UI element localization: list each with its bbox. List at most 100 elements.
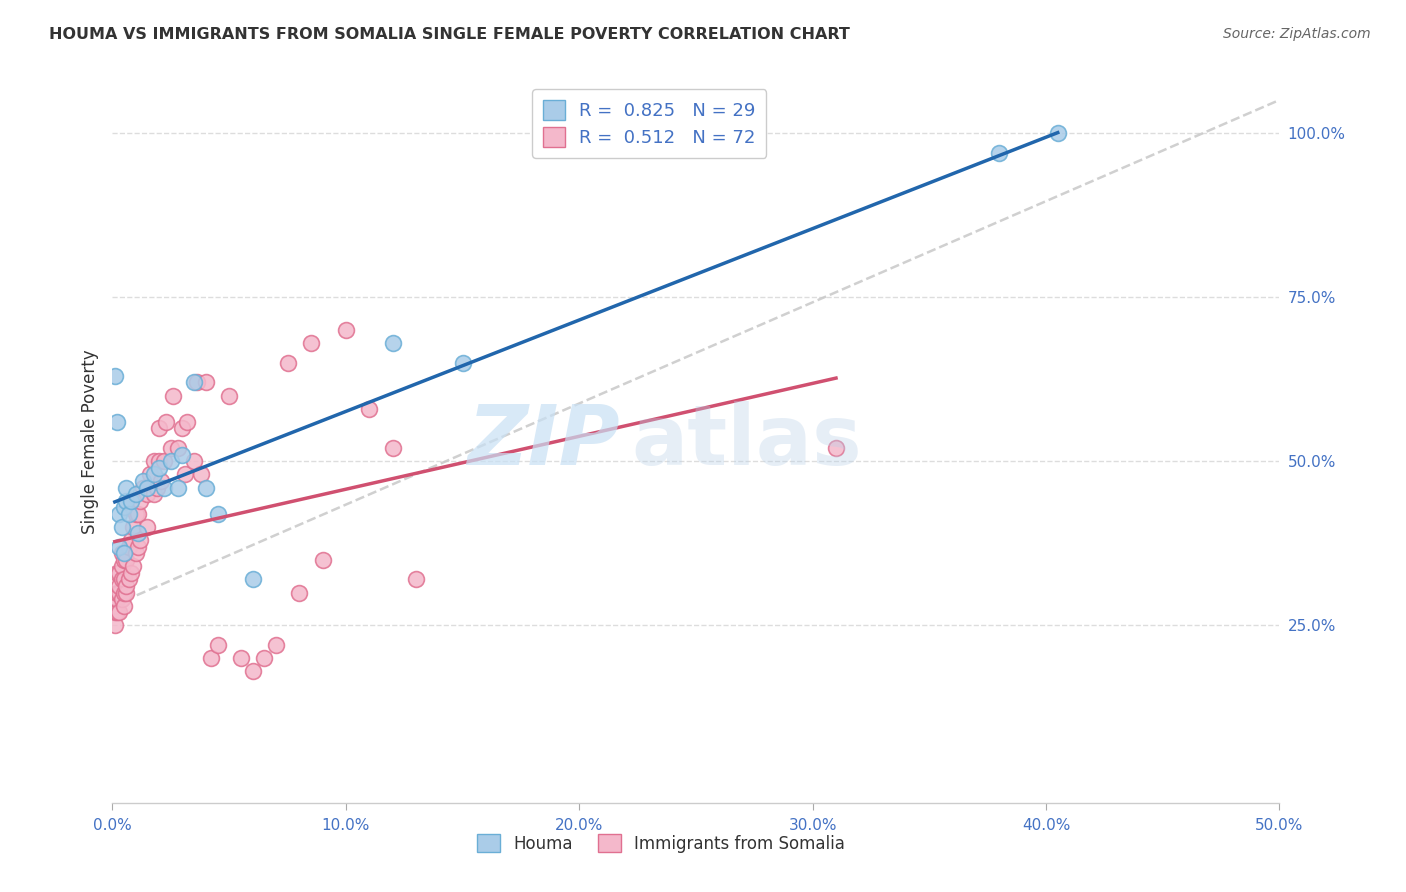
Point (150, 474, 173, 488)
Point (125, 487, 148, 501)
Point (115, 579, 138, 593)
Legend: Houma, Immigrants from Somalia: Houma, Immigrants from Somalia (470, 828, 852, 860)
Point (105, 592, 128, 607)
Point (136, 487, 159, 501)
Point (112, 500, 135, 515)
Point (136, 520, 159, 534)
Point (104, 618, 127, 632)
Point (132, 474, 155, 488)
Point (242, 573, 264, 587)
Point (153, 481, 176, 495)
Point (112, 573, 135, 587)
Point (190, 467, 212, 482)
Point (162, 388, 184, 402)
Point (111, 520, 134, 534)
Point (118, 573, 141, 587)
Point (122, 559, 145, 574)
Point (139, 467, 162, 482)
Point (129, 493, 152, 508)
Point (153, 454, 176, 468)
Point (112, 599, 135, 613)
Point (166, 481, 188, 495)
Point (108, 579, 131, 593)
Point (335, 323, 357, 337)
Point (381, 336, 404, 351)
Point (229, 651, 252, 665)
Point (143, 487, 166, 501)
Point (105, 566, 128, 580)
Point (122, 520, 145, 534)
Point (112, 585, 135, 599)
Text: atlas: atlas (631, 401, 862, 482)
Point (172, 421, 194, 435)
Point (104, 599, 127, 613)
Point (988, 145, 1011, 160)
Point (104, 368, 127, 383)
Point (112, 546, 135, 560)
Point (120, 533, 142, 547)
Point (242, 665, 264, 679)
Point (381, 441, 404, 455)
Point (115, 585, 138, 599)
Point (176, 415, 198, 429)
Point (207, 638, 229, 652)
Point (104, 605, 127, 619)
Point (172, 448, 194, 462)
Point (111, 573, 134, 587)
Point (111, 592, 134, 607)
Point (183, 376, 205, 390)
Point (186, 376, 208, 390)
Point (120, 566, 142, 580)
Point (132, 481, 155, 495)
Point (160, 441, 183, 455)
Point (194, 376, 217, 390)
Point (105, 415, 128, 429)
Point (359, 401, 381, 416)
Point (127, 526, 149, 541)
Point (120, 493, 142, 508)
Point (127, 540, 149, 554)
Point (264, 638, 287, 652)
Point (194, 481, 217, 495)
Text: ZIP: ZIP (467, 401, 620, 482)
Point (115, 553, 138, 567)
Point (299, 336, 322, 351)
Point (148, 460, 170, 475)
Text: HOUMA VS IMMIGRANTS FROM SOMALIA SINGLE FEMALE POVERTY CORRELATION CHART: HOUMA VS IMMIGRANTS FROM SOMALIA SINGLE … (49, 27, 851, 42)
Point (148, 454, 170, 468)
Point (115, 493, 138, 508)
Point (108, 585, 131, 599)
Point (127, 507, 149, 521)
Point (200, 651, 222, 665)
Point (1046, 126, 1069, 140)
Point (108, 540, 131, 554)
Text: Source: ZipAtlas.com: Source: ZipAtlas.com (1223, 27, 1371, 41)
Point (111, 559, 134, 574)
Point (825, 441, 848, 455)
Point (218, 388, 240, 402)
Point (160, 454, 183, 468)
Point (125, 546, 148, 560)
Point (118, 540, 141, 554)
Point (276, 356, 298, 370)
Point (115, 481, 138, 495)
Point (112, 553, 135, 567)
Point (311, 553, 333, 567)
Point (253, 651, 276, 665)
Point (108, 566, 131, 580)
Point (143, 467, 166, 482)
Point (105, 585, 128, 599)
Point (207, 507, 229, 521)
Point (148, 421, 170, 435)
Point (108, 605, 131, 619)
Y-axis label: Single Female Poverty: Single Female Poverty (80, 350, 98, 533)
Point (111, 546, 134, 560)
Point (451, 356, 474, 370)
Point (405, 573, 427, 587)
Point (143, 454, 166, 468)
Point (173, 467, 195, 482)
Point (108, 507, 131, 521)
Point (146, 481, 169, 495)
Point (288, 585, 311, 599)
Point (129, 533, 152, 547)
